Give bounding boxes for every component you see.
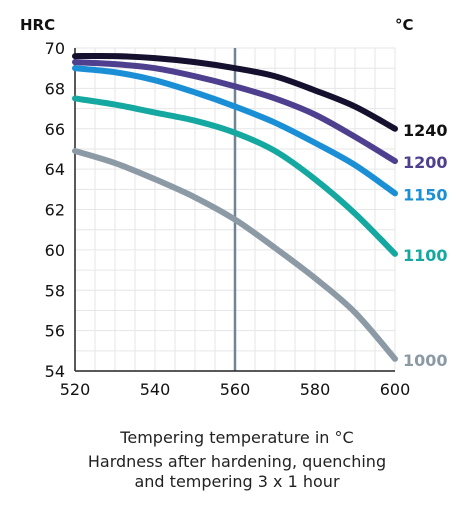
series-label-1150: 1150 xyxy=(403,185,448,204)
series-line-1100 xyxy=(72,95,398,257)
axes xyxy=(74,48,395,372)
series-label-1000: 1000 xyxy=(403,351,448,370)
x-tick-label: 600 xyxy=(380,380,411,399)
y-tick-label: 66 xyxy=(45,120,65,139)
caption-line-2: and tempering 3 x 1 hour xyxy=(134,472,339,491)
y-axis-unit: HRC xyxy=(20,16,55,34)
series-label-1100: 1100 xyxy=(403,246,448,265)
y-tick-label: 64 xyxy=(45,160,65,179)
x-tick-label: 540 xyxy=(140,380,171,399)
series-line-1150 xyxy=(72,65,398,197)
series-line-1240 xyxy=(72,52,398,132)
caption-line-1: Hardness after hardening, quenching xyxy=(88,452,386,471)
x-axis-label: Tempering temperature in °C xyxy=(119,428,353,447)
y-tick-label: 58 xyxy=(45,281,65,300)
y-tick-label: 70 xyxy=(45,39,65,58)
series-line-1200 xyxy=(72,59,398,165)
y-tick-label: 62 xyxy=(45,201,65,220)
y-tick-label: 60 xyxy=(45,241,65,260)
x-tick-label: 560 xyxy=(220,380,251,399)
x-tick-label: 520 xyxy=(60,380,91,399)
y-tick-label: 56 xyxy=(45,322,65,341)
series-line-1000 xyxy=(72,147,398,362)
y-tick-label: 68 xyxy=(45,79,65,98)
series-lines xyxy=(72,52,398,362)
y-tick-label: 54 xyxy=(45,362,65,381)
tick-labels: 520 540 560 580 600 54 56 58 60 62 64 66 68 70 xyxy=(45,39,411,399)
legend-unit: °C xyxy=(395,16,414,34)
series-labels: 1240 1200 1150 1100 1000 xyxy=(403,121,448,370)
series-label-1240: 1240 xyxy=(403,121,448,140)
series-label-1200: 1200 xyxy=(403,153,448,172)
x-tick-label: 580 xyxy=(300,380,331,399)
